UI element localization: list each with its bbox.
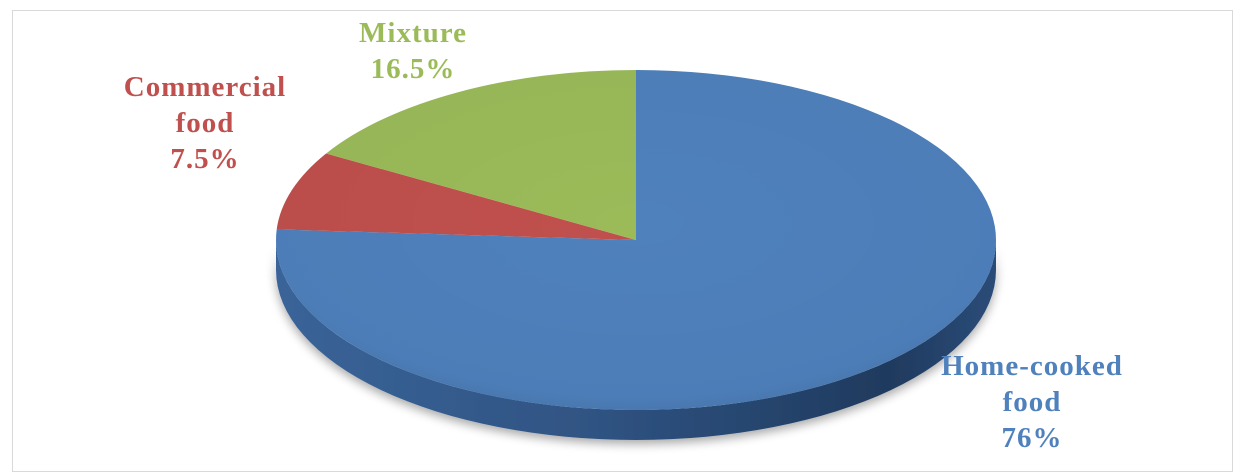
pie-side-walls	[276, 240, 996, 440]
pie-top-slices	[276, 70, 997, 411]
pie-top-shading	[276, 70, 996, 410]
data-label-mixture: Mixture 16.5%	[359, 17, 467, 85]
pie-side-home-cooked-food	[276, 240, 996, 440]
data-label-commercial-food: Commercial food 7.5%	[124, 71, 286, 175]
data-label-home-cooked-food: Home-cooked food 76%	[941, 350, 1123, 454]
pie-data-labels: Home-cooked food 76% Commercial food 7.5% Mixt…	[124, 17, 1123, 454]
